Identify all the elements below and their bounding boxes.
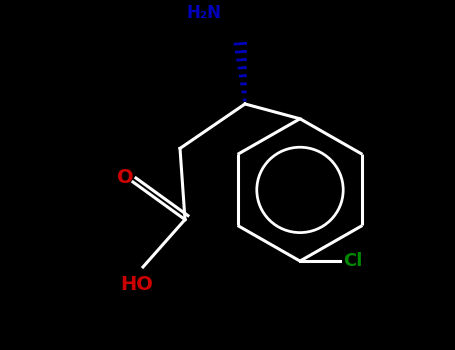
Text: HO: HO — [121, 275, 153, 294]
Text: Cl: Cl — [343, 252, 362, 270]
Text: O: O — [116, 168, 133, 187]
Text: H₂N: H₂N — [187, 4, 222, 22]
